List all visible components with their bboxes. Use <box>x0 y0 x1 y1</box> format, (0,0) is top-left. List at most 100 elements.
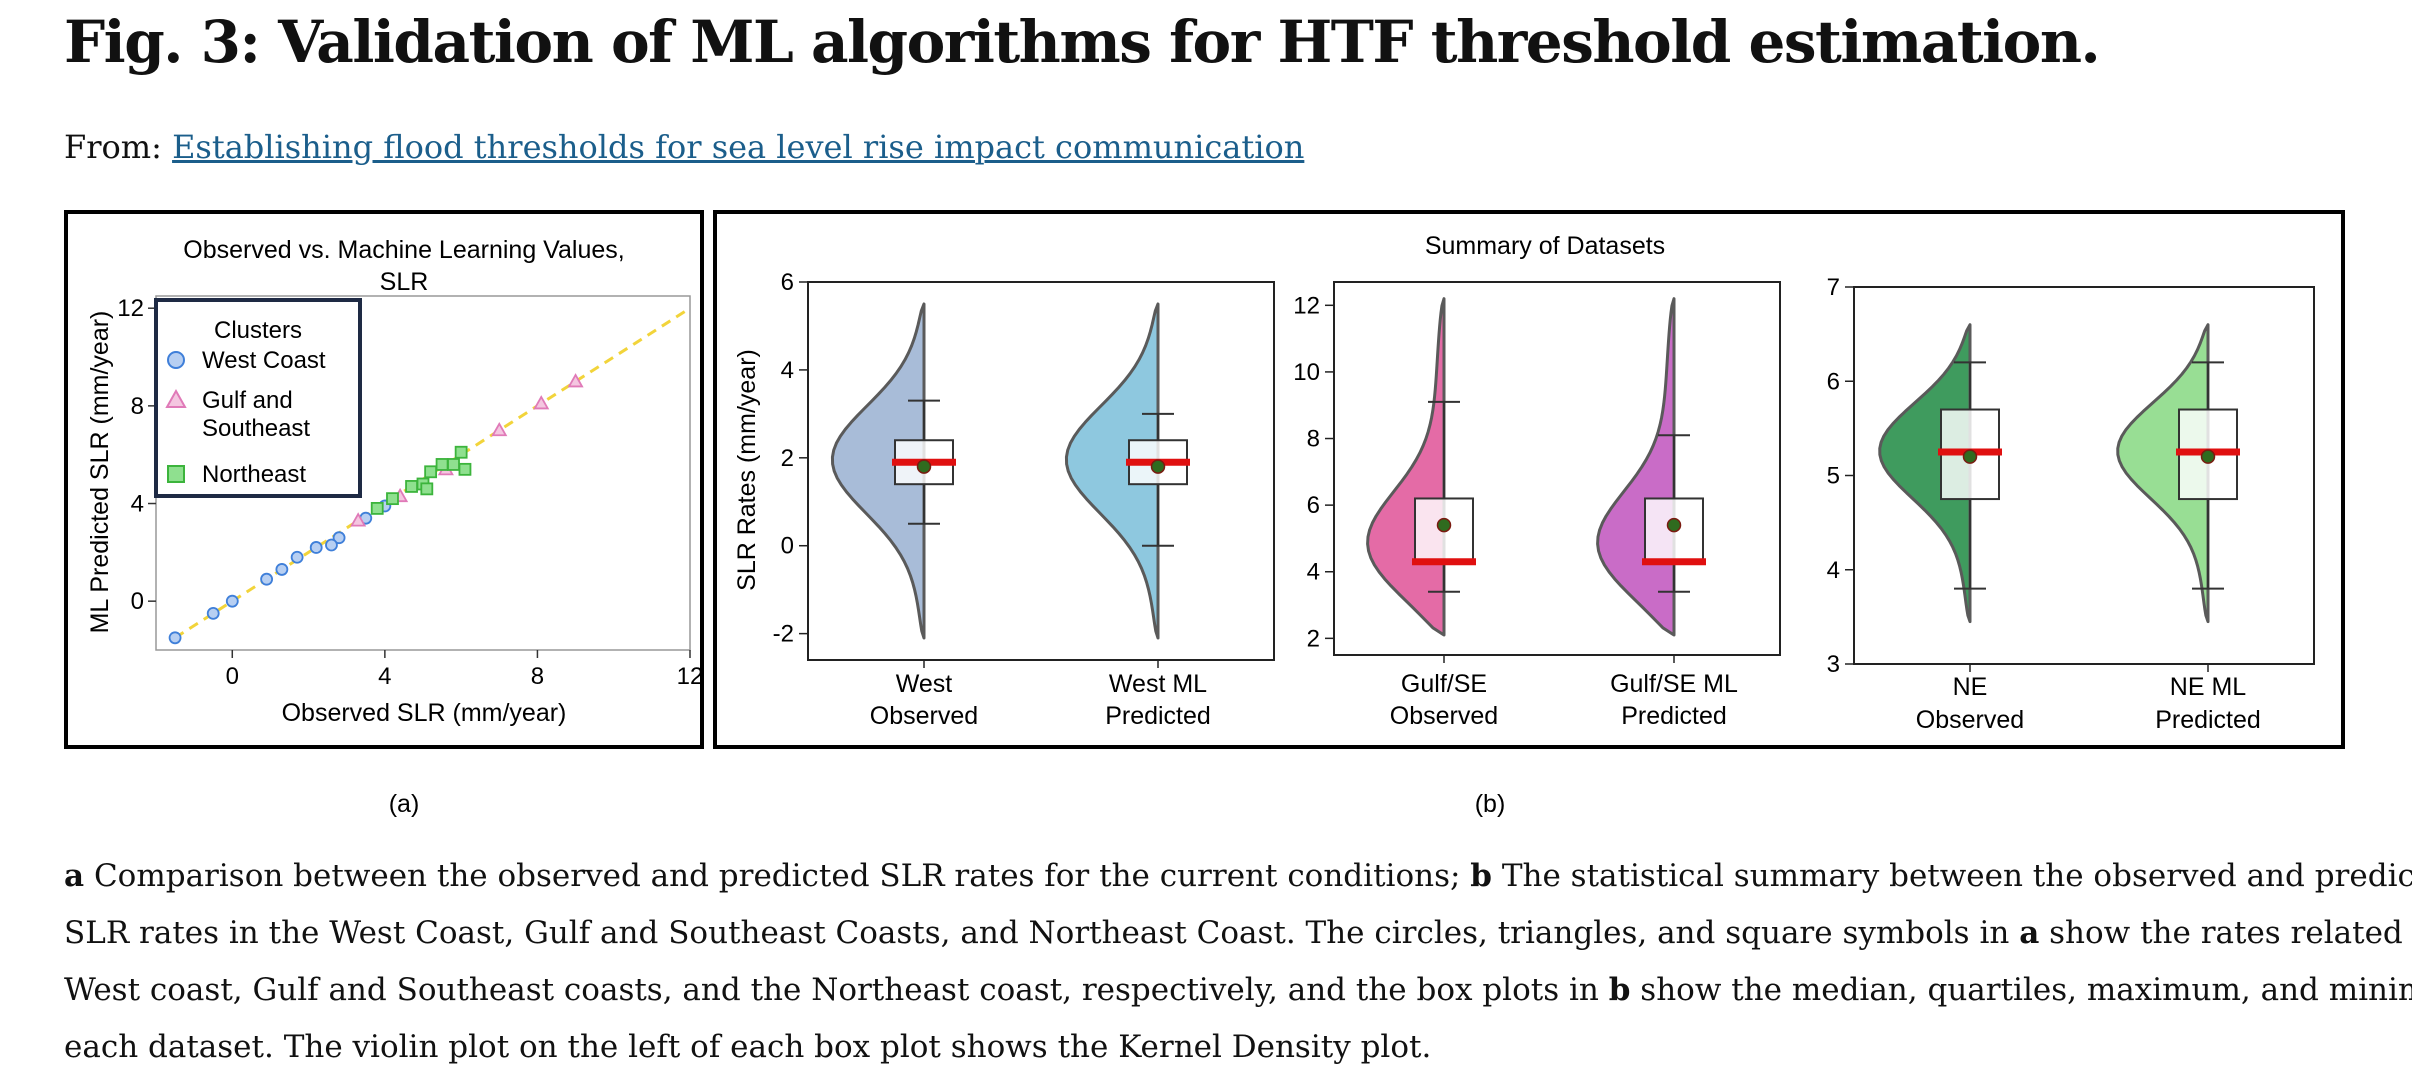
data-point-circle <box>168 631 182 645</box>
y-tick-label: 8 <box>131 393 144 420</box>
mean-marker <box>2200 449 2216 464</box>
panel-a-label: (a) <box>389 790 420 818</box>
y-tick-label: 4 <box>131 491 144 518</box>
data-point-square <box>405 480 418 493</box>
y-tick-label: 10 <box>1293 359 1320 386</box>
legend-marker-square <box>167 465 185 483</box>
y-tick-label: 2 <box>781 445 794 472</box>
x-tick-label: Gulf/SE <box>1401 670 1487 698</box>
subplot-frame <box>1333 281 1781 656</box>
y-tick-label: 6 <box>1827 368 1840 395</box>
data-point-square <box>447 458 460 471</box>
x-tick-label: Observed <box>1916 706 2024 734</box>
page-title: Fig. 3: Validation of ML algorithms for … <box>64 8 2101 76</box>
panel-b-violin-box-plots: -2 0 2 4 6 West Observed West ML Predicted 2 4 6 8 10… <box>773 269 2315 734</box>
x-tick-label: Predicted <box>2155 706 2261 734</box>
caption-line: a Comparison between the observed and pr… <box>64 858 2412 894</box>
legend-marker-triangle <box>165 388 187 408</box>
x-tick-label: 0 <box>226 663 239 690</box>
x-tick-label: Observed <box>870 702 978 730</box>
y-tick-label: -2 <box>773 621 794 648</box>
legend-box <box>154 298 362 498</box>
y-tick-label: 12 <box>117 295 144 322</box>
y-tick-label: 4 <box>781 357 794 384</box>
caption-line: each dataset. The violin plot on the lef… <box>64 1029 1432 1065</box>
data-point-square <box>454 445 468 459</box>
legend-label: West Coast <box>202 347 326 374</box>
source-article-link[interactable]: Establishing flood thresholds for sea le… <box>172 128 1305 166</box>
legend-title: Clusters <box>214 317 302 344</box>
y-tick-label: 7 <box>1827 274 1840 301</box>
data-point-square <box>435 458 449 471</box>
mean-marker <box>1962 449 1978 464</box>
mean-marker <box>1150 459 1166 474</box>
y-tick-label: 0 <box>131 588 144 615</box>
mean-marker <box>1666 517 1682 533</box>
panel-a-title-line1: Observed vs. Machine Learning Values, <box>183 236 624 264</box>
x-tick-label: 8 <box>531 663 544 690</box>
x-tick-label: Gulf/SE ML <box>1610 670 1738 698</box>
violin-density <box>2116 323 2210 624</box>
legend-label: Northeast <box>202 461 306 488</box>
panel-a-xlabel: Observed SLR (mm/year) <box>282 699 567 727</box>
panel-b-title: Summary of Datasets <box>1425 232 1665 260</box>
legend-label: Gulf and <box>202 387 293 414</box>
data-point-circle <box>206 606 220 620</box>
x-tick-label: Predicted <box>1105 702 1211 730</box>
y-tick-label: 0 <box>781 533 794 560</box>
y-tick-label: 2 <box>1307 625 1320 652</box>
data-point-circle <box>332 531 346 545</box>
data-point-square <box>424 465 438 479</box>
from-label: From: <box>64 128 162 166</box>
data-point-square <box>420 482 434 496</box>
violin-density <box>830 302 926 640</box>
data-point-circle <box>275 563 289 576</box>
data-point-triangle <box>533 395 550 410</box>
data-point-circle <box>309 541 323 554</box>
subplot-frame <box>807 281 1275 661</box>
panel-b-label: (b) <box>1475 790 1506 818</box>
panel-a-title-line2: SLR <box>380 268 429 296</box>
violin-density <box>1064 302 1160 640</box>
x-tick-label: West ML <box>1109 670 1207 698</box>
x-tick-label: NE ML <box>2170 673 2247 701</box>
data-point-square <box>370 501 384 515</box>
data-point-circle <box>325 538 338 552</box>
x-tick-label: Predicted <box>1621 702 1727 730</box>
panel-a-scatter-plot: 0 4 8 12 0 4 8 12 Clusters West Coast Gulf andSout… <box>117 295 703 690</box>
legend-marker-circle <box>167 351 185 369</box>
caption-line: West coast, Gulf and Southeast coasts, a… <box>64 972 2412 1008</box>
violin-density <box>1596 297 1676 637</box>
mean-marker <box>1436 517 1452 533</box>
x-tick-label: 4 <box>378 663 391 690</box>
source-line: From: Establishing flood thresholds for … <box>64 128 1304 166</box>
x-tick-label: 12 <box>677 663 704 690</box>
caption-line: SLR rates in the West Coast, Gulf and So… <box>64 915 2412 951</box>
figure-caption: a Comparison between the observed and pr… <box>64 848 2412 1076</box>
mean-marker <box>916 459 932 474</box>
y-tick-label: 6 <box>1307 492 1320 519</box>
data-point-circle <box>225 594 239 608</box>
violin-density <box>1878 323 1972 624</box>
data-point-square <box>458 462 472 476</box>
x-tick-label: Observed <box>1390 702 1498 730</box>
legend-label: Southeast <box>202 415 310 442</box>
data-point-triangle <box>350 512 367 527</box>
data-point-circle <box>260 572 274 586</box>
figure-3: Observed vs. Machine Learning Values, SL… <box>64 210 2345 818</box>
y-tick-label: 3 <box>1827 651 1840 678</box>
y-tick-label: 4 <box>1827 557 1840 584</box>
y-tick-label: 8 <box>1307 426 1320 453</box>
x-tick-label: NE <box>1953 673 1988 701</box>
y-tick-label: 6 <box>781 269 794 296</box>
y-tick-label: 5 <box>1827 463 1840 490</box>
data-point-triangle <box>567 373 584 388</box>
data-point-square <box>386 492 399 506</box>
panel-a-ylabel: ML Predicted SLR (mm/year) <box>86 311 114 634</box>
x-tick-label: West <box>896 670 953 698</box>
y-tick-label: 12 <box>1293 292 1320 319</box>
data-point-triangle <box>491 421 508 437</box>
data-point-circle <box>290 550 304 564</box>
y-tick-label: 4 <box>1307 559 1320 586</box>
